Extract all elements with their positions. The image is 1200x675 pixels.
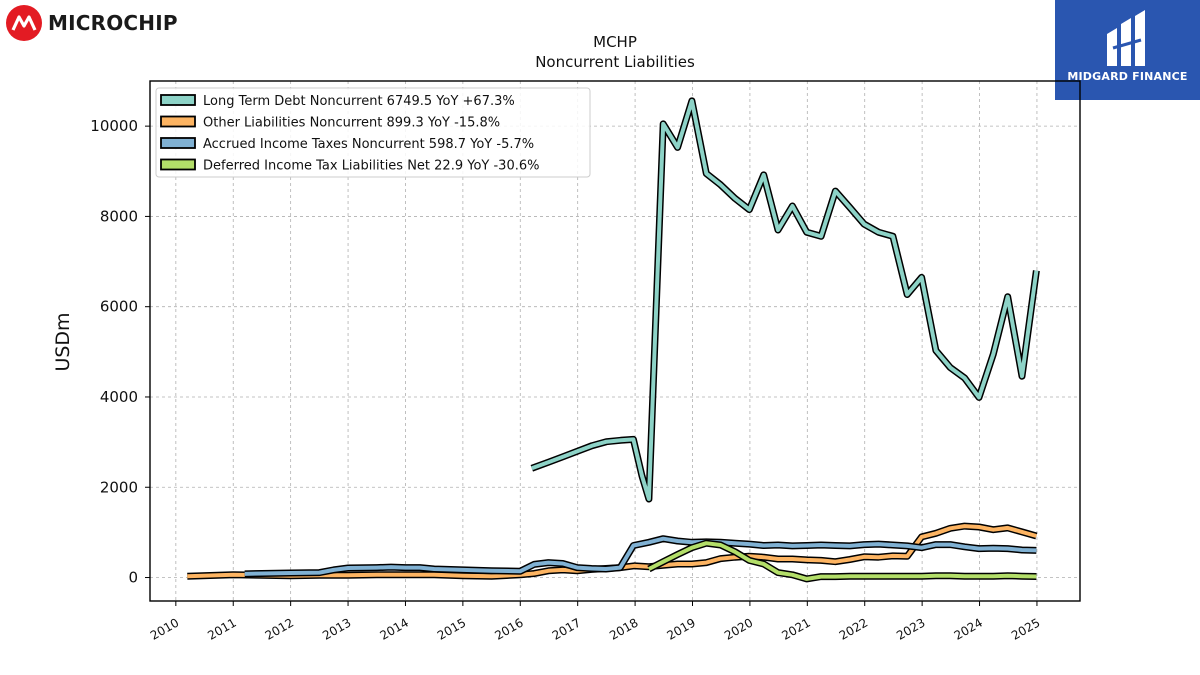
legend-entry: Long Term Debt Noncurrent 6749.5 YoY +67… — [203, 94, 515, 109]
x-axis-ticks: 2010 2011 2012 2013 2014 2015 2016 2017 2018 2019… — [148, 601, 1042, 643]
midgard-finance-logo-icon — [1103, 10, 1151, 72]
y-axis-ticks: 0 2000 4000 6000 8000 10000 — [90, 117, 150, 587]
x-tick-label: 2025 — [1009, 615, 1042, 642]
series-line — [244, 536, 1037, 576]
x-tick-label: 2013 — [320, 615, 353, 642]
y-tick-label: 0 — [128, 569, 138, 587]
x-tick-label: 2020 — [722, 615, 755, 642]
plot-frame — [149, 80, 1081, 602]
legend-swatch — [160, 137, 196, 149]
y-axis-label: USDm — [52, 312, 74, 371]
x-tick-label: 2023 — [894, 615, 927, 642]
legend-entry: Deferred Income Tax Liabilities Net 22.9… — [203, 159, 539, 174]
chart-title: MCHP — [593, 33, 637, 51]
x-tick-label: 2018 — [607, 615, 640, 642]
microchip-logo-text: MICROCHIP — [48, 11, 178, 35]
x-tick-label: 2016 — [492, 615, 525, 642]
x-tick-label: 2019 — [665, 615, 698, 642]
x-tick-label: 2012 — [263, 615, 296, 642]
legend-entry: Accrued Income Taxes Noncurrent 598.7 Yo… — [203, 137, 534, 152]
x-tick-label: 2014 — [378, 615, 411, 642]
midgard-finance-logo-text: MIDGARD FINANCE — [1067, 70, 1188, 83]
y-tick-label: 10000 — [90, 117, 138, 135]
x-tick-label: 2011 — [205, 615, 238, 642]
series-line — [187, 524, 1037, 579]
chart-series — [187, 97, 1040, 583]
midgard-finance-logo: MIDGARD FINANCE — [1055, 0, 1200, 100]
microchip-logo-icon — [6, 5, 42, 41]
y-tick-label: 8000 — [100, 207, 138, 225]
chart-subtitle: Noncurrent Liabilities — [535, 53, 695, 71]
x-tick-label: 2022 — [837, 615, 870, 642]
legend-swatch — [160, 115, 196, 128]
y-tick-label: 6000 — [100, 298, 138, 316]
microchip-logo: MICROCHIP — [6, 4, 178, 42]
x-tick-label: 2017 — [550, 615, 583, 642]
x-tick-label: 2015 — [435, 615, 468, 642]
legend-entry: Other Liabilities Noncurrent 899.3 YoY -… — [203, 116, 500, 131]
legend-box — [155, 87, 591, 178]
x-tick-label: 2021 — [779, 615, 812, 642]
legend-swatch — [160, 158, 196, 171]
series-line — [531, 98, 1039, 501]
x-tick-label: 2010 — [148, 615, 181, 642]
legend-swatch — [160, 94, 196, 106]
y-tick-label: 4000 — [100, 388, 138, 406]
series-line — [647, 541, 1037, 581]
series-line-outline — [530, 97, 1040, 503]
y-tick-label: 2000 — [100, 478, 138, 496]
x-tick-label: 2024 — [952, 615, 985, 642]
legend: Long Term Debt Noncurrent 6749.5 YoY +67… — [155, 87, 591, 178]
